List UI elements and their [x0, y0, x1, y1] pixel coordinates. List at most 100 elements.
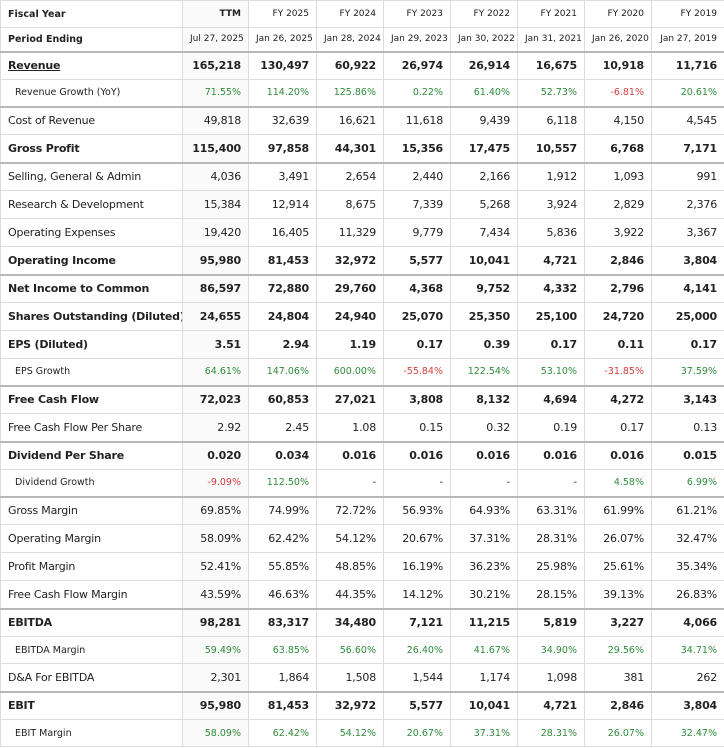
row-label-text: Dividend Growth: [15, 477, 95, 489]
value-cell: 4,545: [651, 105, 724, 135]
value-cell: 11,329: [316, 218, 384, 247]
value-cell: 25,070: [383, 302, 451, 331]
value-cell: 3,491: [248, 161, 317, 191]
value-cell: 2,846: [584, 690, 652, 720]
value-cell: 11,215: [450, 607, 518, 637]
value-cell: 43.59%: [182, 580, 249, 609]
value-cell: 44.35%: [316, 580, 384, 609]
value-cell: 15,356: [383, 134, 451, 163]
value-cell: 25,100: [517, 302, 585, 331]
value-cell: 0.020: [182, 440, 249, 470]
value-cell: 3,922: [584, 218, 652, 247]
header-label: Fiscal Year: [0, 0, 183, 28]
row-label-text: Operating Income: [8, 253, 116, 267]
column-header-fy2019[interactable]: FY 2019: [651, 0, 724, 28]
value-cell: 69.85%: [182, 495, 249, 525]
row-label: Gross Margin: [0, 495, 183, 525]
row-label: Revenue Growth (YoY): [0, 79, 183, 107]
value-cell: 95,980: [182, 690, 249, 720]
row-label-text: EBITDA Margin: [15, 644, 86, 656]
value-cell: 32,972: [316, 690, 384, 720]
value-cell: 63.31%: [517, 495, 585, 525]
value-cell: 3.51: [182, 330, 249, 359]
row-label: Net Income to Common: [0, 273, 183, 303]
column-header-fy2024[interactable]: FY 2024: [316, 0, 384, 28]
column-header-fy2021[interactable]: FY 2021: [517, 0, 585, 28]
row-eps-growth: EPS Growth 64.61% 147.06% 600.00% -55.84% 122…: [0, 358, 724, 386]
value-cell: 62.42%: [248, 524, 317, 553]
row-fcf-margin: Free Cash Flow Margin 43.59% 46.63% 44.35% 1…: [0, 580, 724, 609]
row-label-text: Free Cash Flow Per Share: [8, 420, 143, 434]
value-cell: 1,508: [316, 663, 384, 692]
row-label-text: Profit Margin: [8, 560, 76, 573]
value-cell: 0.016: [517, 440, 585, 470]
period-cell: Jan 29, 2023: [383, 27, 451, 52]
value-cell: 4,332: [517, 273, 585, 303]
value-cell: -: [316, 469, 384, 497]
value-cell: 19,420: [182, 218, 249, 247]
column-header-fy2025[interactable]: FY 2025: [248, 0, 317, 28]
row-dividend-growth: Dividend Growth -9.09% 112.50% - - - -4.58% 6.9…: [0, 469, 724, 497]
value-cell: 64.61%: [182, 358, 249, 386]
value-cell: 11,716: [651, 50, 724, 80]
value-cell: 6.99%: [651, 469, 724, 497]
value-cell: 5,819: [517, 607, 585, 637]
row-label-link[interactable]: Revenue: [8, 59, 61, 73]
value-cell: 0.015: [651, 440, 724, 470]
value-cell: -: [450, 469, 518, 497]
value-cell: 54.12%: [316, 719, 384, 747]
row-label-text: Net Income to Common: [8, 282, 150, 296]
row-profit-margin: Profit Margin 52.41% 55.85% 48.85% 16.19% 36.…: [0, 552, 724, 581]
value-cell: 991: [651, 161, 724, 191]
row-label-text: EBITDA: [8, 616, 52, 630]
value-cell: 97,858: [248, 134, 317, 163]
column-header-ttm[interactable]: TTM: [182, 0, 249, 28]
row-da-for-ebitda: D&A For EBITDA 2,301 1,864 1,508 1,544 1,174 1…: [0, 663, 724, 692]
value-cell: 2,654: [316, 161, 384, 191]
value-cell: -9.09%: [182, 469, 249, 497]
value-cell: 16,621: [316, 105, 384, 135]
value-cell: 30.21%: [450, 580, 518, 609]
value-cell: 24,655: [182, 302, 249, 331]
value-cell: 35.34%: [651, 552, 724, 581]
row-label: Gross Profit: [0, 134, 183, 163]
value-cell: -: [383, 469, 451, 497]
value-cell: 58.09%: [182, 719, 249, 747]
value-cell: 0.016: [450, 440, 518, 470]
value-cell: 2.92: [182, 413, 249, 442]
value-cell: 26.40%: [383, 636, 451, 664]
value-cell: 0.11: [584, 330, 652, 359]
value-cell: 36.23%: [450, 552, 518, 581]
row-label: Dividend Growth: [0, 469, 183, 497]
row-label: Dividend Per Share: [0, 440, 183, 470]
value-cell: 15,384: [182, 190, 249, 219]
row-label: Free Cash Flow Margin: [0, 580, 183, 609]
value-cell: 28.31%: [517, 524, 585, 553]
column-header-fy2022[interactable]: FY 2022: [450, 0, 518, 28]
value-cell: 1,174: [450, 663, 518, 692]
value-cell: 115,400: [182, 134, 249, 163]
value-cell: 37.31%: [450, 524, 518, 553]
column-header-fy2020[interactable]: FY 2020: [584, 0, 652, 28]
value-cell: 81,453: [248, 246, 317, 275]
period-cell: Jan 28, 2024: [316, 27, 384, 52]
value-cell: 1,093: [584, 161, 652, 191]
row-label[interactable]: Revenue: [0, 50, 183, 80]
value-cell: 48.85%: [316, 552, 384, 581]
row-label: EBIT Margin: [0, 719, 183, 747]
row-net-income: Net Income to Common 86,597 72,880 29,760 4,…: [0, 273, 724, 303]
value-cell: 62.42%: [248, 719, 317, 747]
row-sga: Selling, General & Admin 4,036 3,491 2,654 2…: [0, 161, 724, 191]
value-cell: 4,721: [517, 690, 585, 720]
value-cell: 98,281: [182, 607, 249, 637]
value-cell: 26.07%: [584, 719, 652, 747]
value-cell: 59.49%: [182, 636, 249, 664]
value-cell: 34.71%: [651, 636, 724, 664]
row-label-text: EBIT: [8, 699, 35, 713]
row-label-text: EBIT Margin: [15, 727, 72, 739]
column-header-fy2023[interactable]: FY 2023: [383, 0, 451, 28]
value-cell: 2,440: [383, 161, 451, 191]
row-label: Free Cash Flow Per Share: [0, 413, 183, 442]
